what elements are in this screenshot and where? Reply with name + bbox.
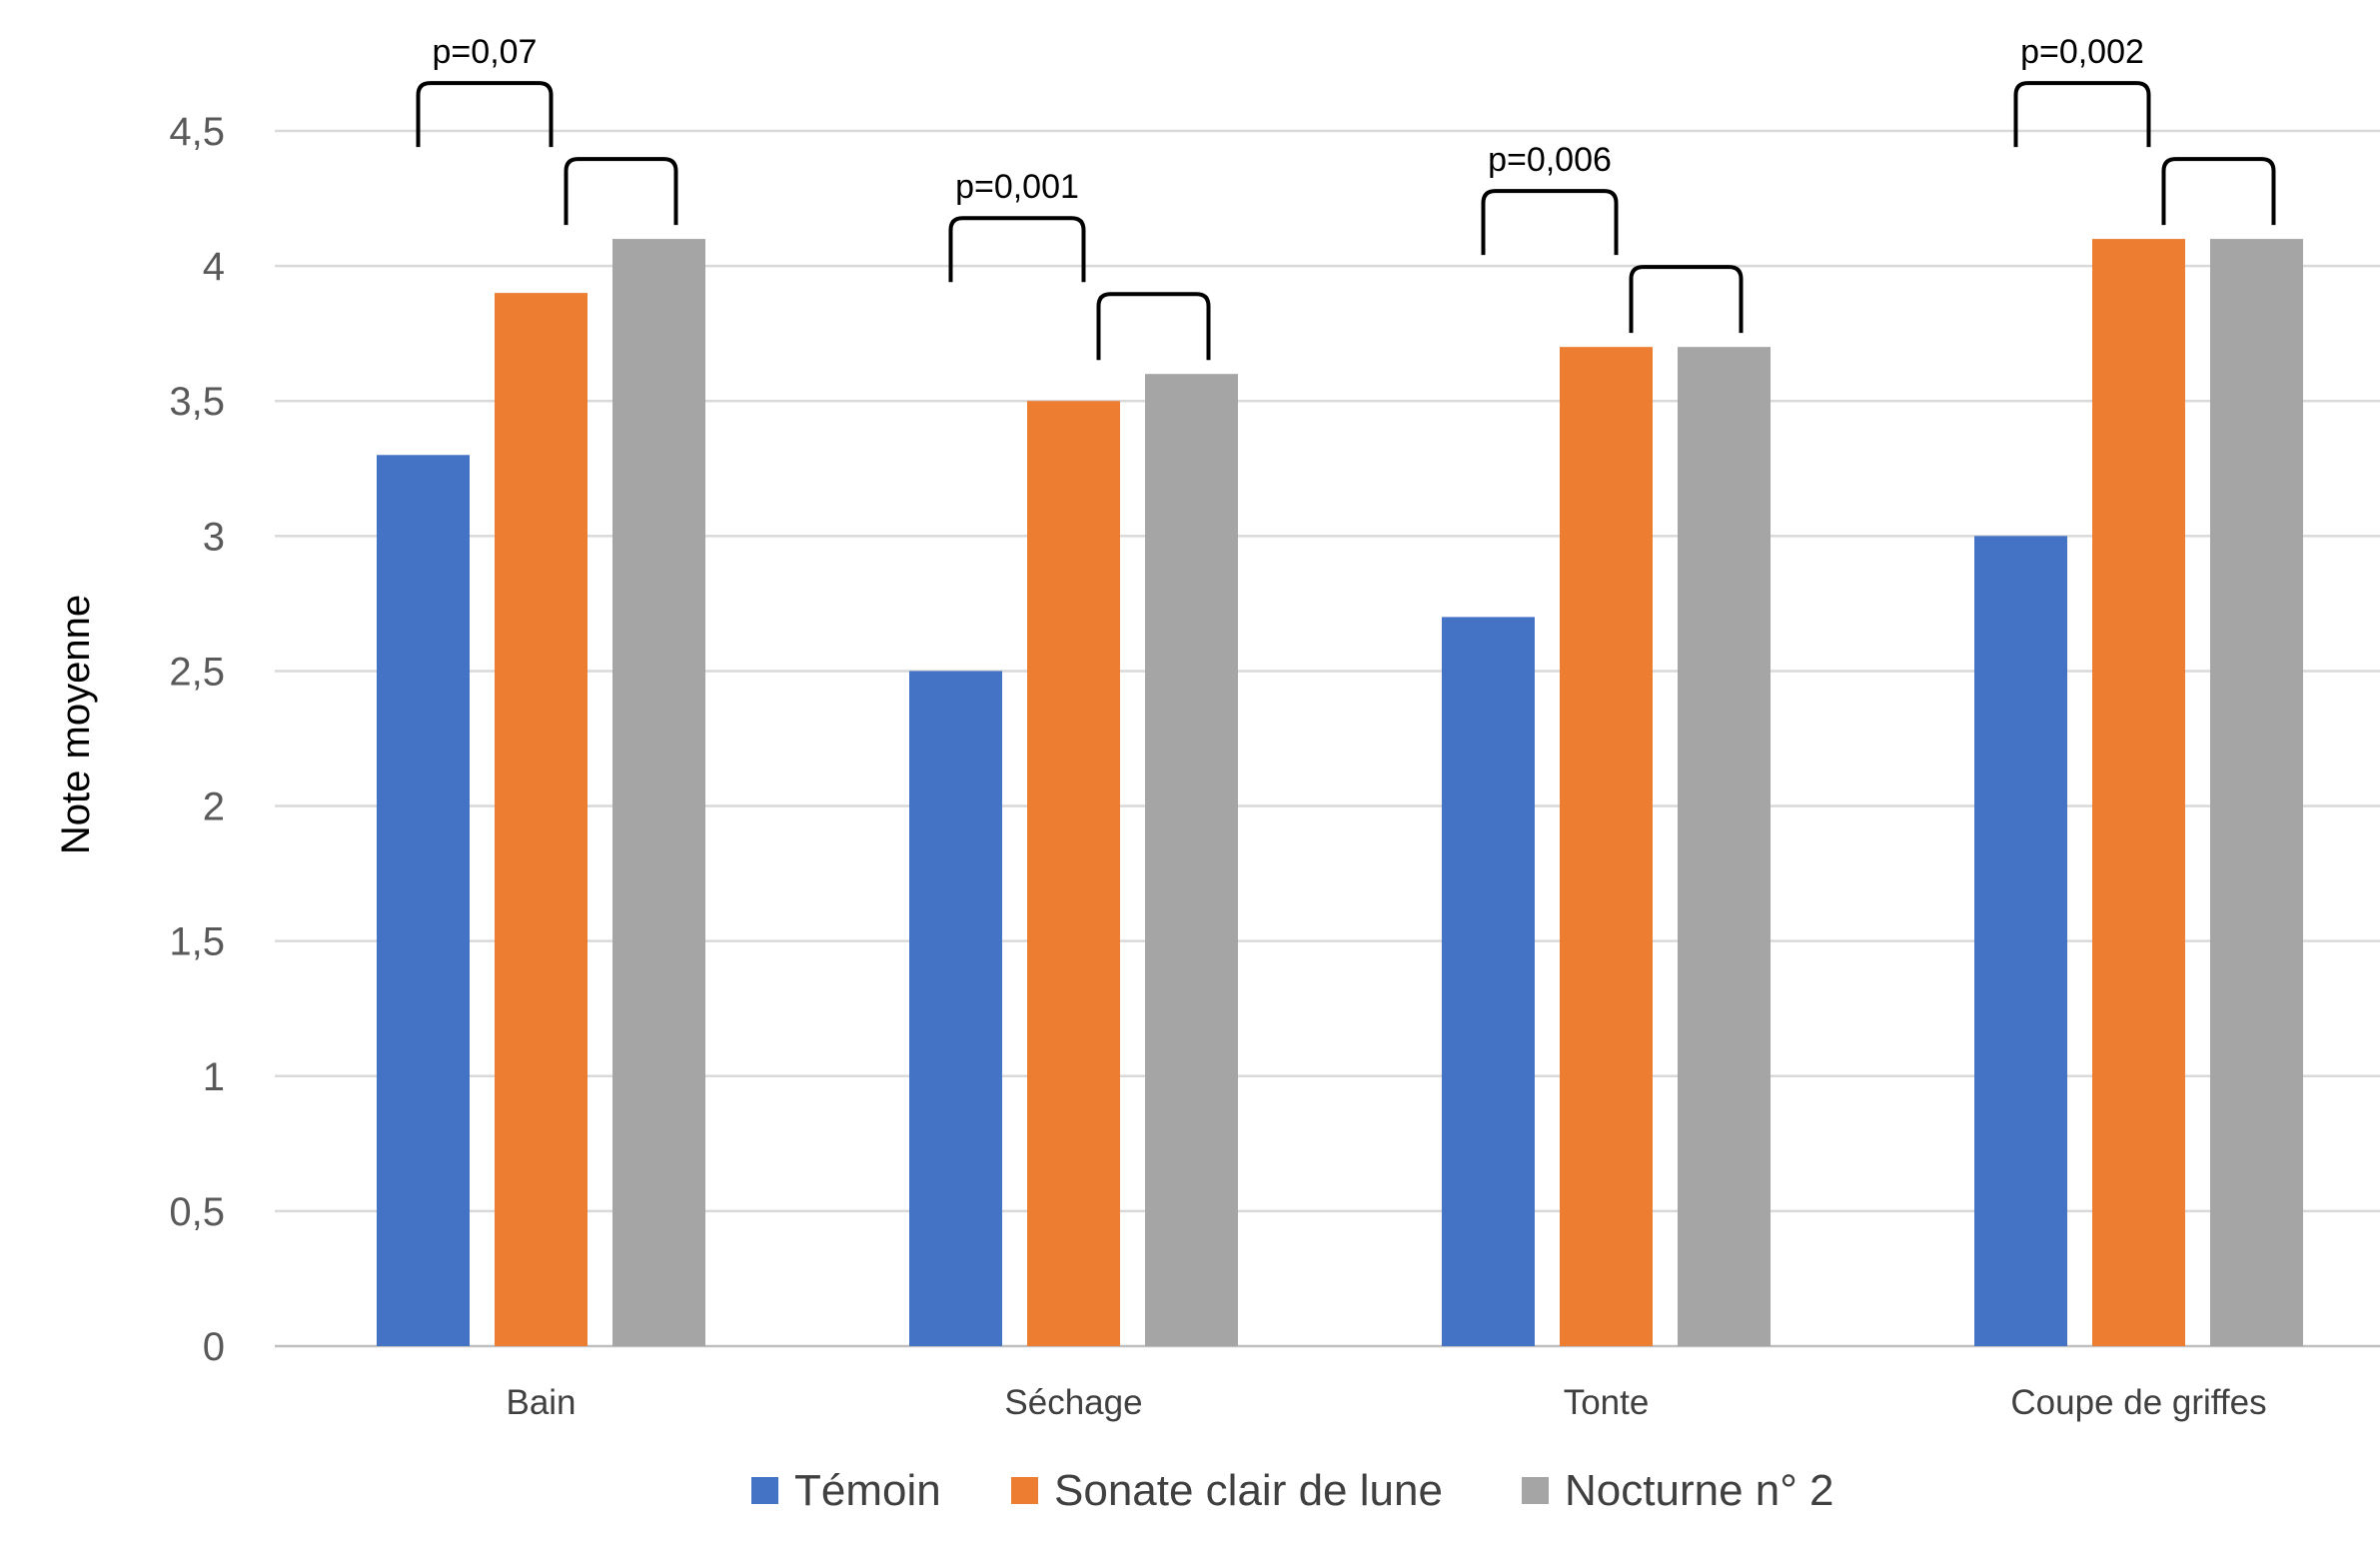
bar-nocturne-n-2-tonte	[1678, 347, 1771, 1347]
x-tick-label: Tonte	[1564, 1383, 1650, 1422]
y-tick-label: 1	[203, 1055, 225, 1099]
bar-sonate-clair-de-lune-coupe-de-griffes	[2092, 239, 2185, 1347]
bars	[377, 239, 2303, 1347]
significance-brackets: p=0,07 p=0,001 p=0,006 p=0,002	[416, 33, 2276, 361]
significance-bracket	[1629, 265, 1744, 334]
y-tick-label: 2	[203, 785, 225, 829]
legend: Témoin Sonate clair de lune Nocturne n° 2	[751, 1466, 1834, 1515]
legend-label: Sonate clair de lune	[1054, 1466, 1443, 1515]
y-tick-label: 3	[203, 515, 225, 559]
significance-bracket	[1096, 292, 1211, 361]
y-tick-label: 3,5	[169, 380, 225, 424]
p-value-label: p=0,006	[1488, 141, 1612, 179]
significance-bracket	[2161, 157, 2276, 226]
x-tick-label: Bain	[506, 1383, 576, 1422]
y-axis-title: Note moyenne	[54, 595, 98, 854]
x-axis-labels: Bain Séchage Tonte Coupe de griffes	[506, 1383, 2266, 1422]
bar-nocturne-n-2-coupe-de-griffes	[2210, 239, 2303, 1347]
y-tick-label: 0,5	[169, 1190, 225, 1234]
bar-temoin-coupe-de-griffes	[1974, 536, 2067, 1346]
bar-temoin-bain	[377, 455, 470, 1346]
y-tick-label: 0	[203, 1325, 225, 1369]
y-tick-label: 2,5	[169, 650, 225, 694]
significance-bracket	[564, 157, 678, 226]
y-axis-ticks: 0 0,5 1 1,5 2 2,5 3 3,5 4 4,5	[169, 110, 225, 1369]
legend-swatch-temoin	[751, 1477, 778, 1504]
significance-bracket	[948, 216, 1086, 283]
legend-swatch-sonate-clair-de-lune	[1011, 1477, 1038, 1504]
significance-bracket	[416, 81, 554, 148]
bar-nocturne-n-2-sechage	[1145, 374, 1238, 1346]
significance-bracket	[1481, 189, 1619, 256]
y-tick-label: 4,5	[169, 110, 225, 154]
p-value-label: p=0,002	[2020, 33, 2144, 71]
y-tick-label: 1,5	[169, 920, 225, 964]
y-tick-label: 4	[203, 245, 225, 289]
bar-temoin-sechage	[909, 671, 1002, 1346]
bar-nocturne-n-2-bain	[612, 239, 705, 1347]
p-value-label: p=0,07	[433, 33, 538, 71]
legend-swatch-nocturne-n-2	[1522, 1477, 1549, 1504]
legend-label: Témoin	[794, 1466, 941, 1515]
bar-sonate-clair-de-lune-bain	[495, 293, 588, 1347]
significance-bracket	[2013, 81, 2151, 148]
bar-sonate-clair-de-lune-tonte	[1560, 347, 1653, 1347]
p-value-label: p=0,001	[955, 168, 1079, 206]
bar-temoin-tonte	[1442, 617, 1535, 1346]
bar-sonate-clair-de-lune-sechage	[1027, 401, 1120, 1346]
legend-label: Nocturne n° 2	[1565, 1466, 1834, 1515]
x-tick-label: Coupe de griffes	[2010, 1383, 2266, 1422]
x-tick-label: Séchage	[1004, 1383, 1142, 1422]
